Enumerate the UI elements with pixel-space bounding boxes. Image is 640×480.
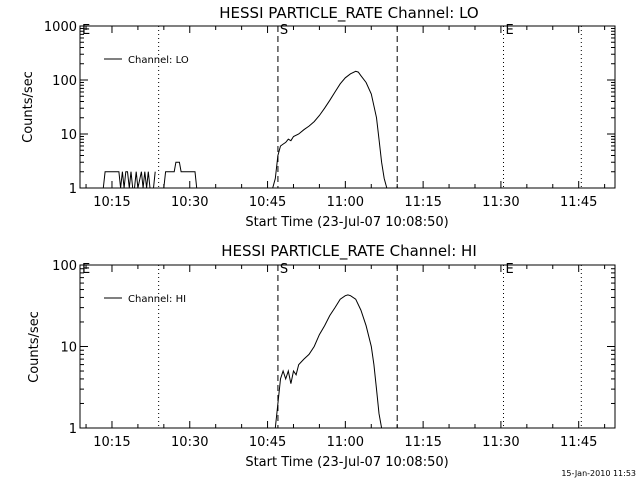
y-tick-label: 1	[69, 422, 77, 437]
x-tick-label: 11:30	[482, 435, 519, 450]
x-tick-label: 11:00	[327, 195, 364, 210]
y-tick-label: 1	[69, 182, 77, 197]
legend: Channel: HI	[104, 294, 186, 305]
data-group	[102, 70, 388, 189]
footer-timestamp: 15-Jan-2010 11:53	[561, 469, 636, 478]
chart-title: HESSI PARTICLE_RATE Channel: LO	[219, 4, 478, 23]
marker-label: E	[82, 23, 90, 38]
tick-group: 10:15 10:30 10:45 11:00 11:15 11:30 11:45 1 10 10…	[52, 259, 615, 450]
series-line	[272, 70, 388, 189]
x-tick-label: 11:15	[404, 435, 441, 450]
x-tick-label: 10:15	[93, 195, 130, 210]
marker-label: S	[280, 262, 288, 277]
series-line	[102, 171, 156, 189]
x-tick-label: 11:45	[560, 195, 597, 210]
x-axis-label: Start Time (23-Jul-07 10:08:50)	[245, 215, 448, 230]
legend-label: Channel: HI	[128, 294, 186, 305]
x-tick-label: 11:30	[482, 195, 519, 210]
x-tick-label: 10:45	[249, 435, 286, 450]
tick-group: 10:15 10:30 10:45 11:00 11:15 11:30 11:45 1 10 10…	[44, 20, 615, 210]
x-tick-label: 10:45	[249, 195, 286, 210]
chart-title: HESSI PARTICLE_RATE Channel: HI	[221, 242, 477, 261]
x-tick-label: 10:30	[171, 195, 208, 210]
x-tick-label: 10:15	[93, 435, 130, 450]
y-tick-label: 100	[52, 259, 77, 274]
y-axis-label: Counts/sec	[21, 71, 36, 143]
series-line	[163, 161, 198, 189]
plot-frame	[79, 25, 616, 189]
y-tick-label: 1000	[44, 20, 77, 35]
plot-frame	[79, 264, 616, 429]
x-axis-label: Start Time (23-Jul-07 10:08:50)	[245, 455, 448, 470]
marker-label: S	[280, 23, 288, 38]
chart-panel-hi: HESSI PARTICLE_RATE Channel: HI Counts/s…	[27, 242, 616, 470]
legend: Channel: LO	[104, 55, 189, 66]
y-tick-label: 10	[60, 128, 77, 143]
data-group	[274, 294, 383, 429]
series-line	[274, 294, 383, 429]
marker-label: E	[506, 262, 514, 277]
marker-label: E	[82, 262, 90, 277]
y-axis-label: Counts/sec	[27, 311, 42, 383]
y-tick-label: 100	[52, 74, 77, 89]
x-tick-label: 10:30	[171, 435, 208, 450]
x-tick-label: 11:15	[404, 195, 441, 210]
y-tick-label: 10	[60, 341, 77, 356]
x-tick-label: 11:45	[560, 435, 597, 450]
marker-label: E	[506, 23, 514, 38]
legend-label: Channel: LO	[128, 55, 189, 66]
x-tick-label: 11:00	[327, 435, 364, 450]
chart-panel-lo: HESSI PARTICLE_RATE Channel: LO Counts/s…	[21, 4, 616, 230]
